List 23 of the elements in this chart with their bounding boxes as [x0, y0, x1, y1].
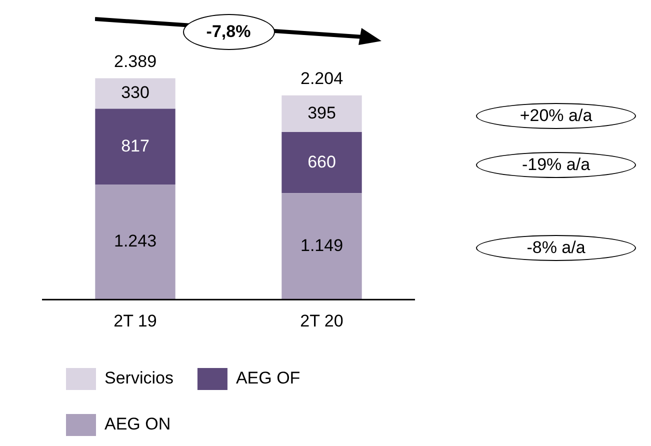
- bar: [282, 132, 362, 194]
- data-label: 1.243: [114, 232, 157, 251]
- x-tick-label: 2T 19: [114, 311, 157, 330]
- x-tick-label: 2T 20: [300, 311, 344, 330]
- bar: [282, 95, 362, 132]
- bar: [95, 184, 176, 300]
- total-label: 2.389: [114, 52, 157, 71]
- data-label: 395: [308, 103, 336, 122]
- total-label: 2.204: [300, 69, 344, 88]
- data-label: 1.149: [300, 236, 344, 256]
- bar: [282, 193, 362, 300]
- text: -8% a/a: [526, 238, 586, 258]
- data-label: 330: [121, 83, 150, 102]
- text: -7,8%: [206, 22, 251, 42]
- legend-label: AEG OF: [236, 368, 300, 388]
- legend-label: AEG ON: [104, 414, 171, 434]
- data-label: 817: [121, 136, 150, 156]
- text: -19% a/a: [522, 154, 590, 175]
- bar: [95, 78, 176, 109]
- data-label: 660: [308, 152, 336, 172]
- bar: [95, 108, 176, 184]
- legend-label: Servicios: [104, 368, 174, 388]
- text: +20% a/a: [520, 106, 592, 126]
